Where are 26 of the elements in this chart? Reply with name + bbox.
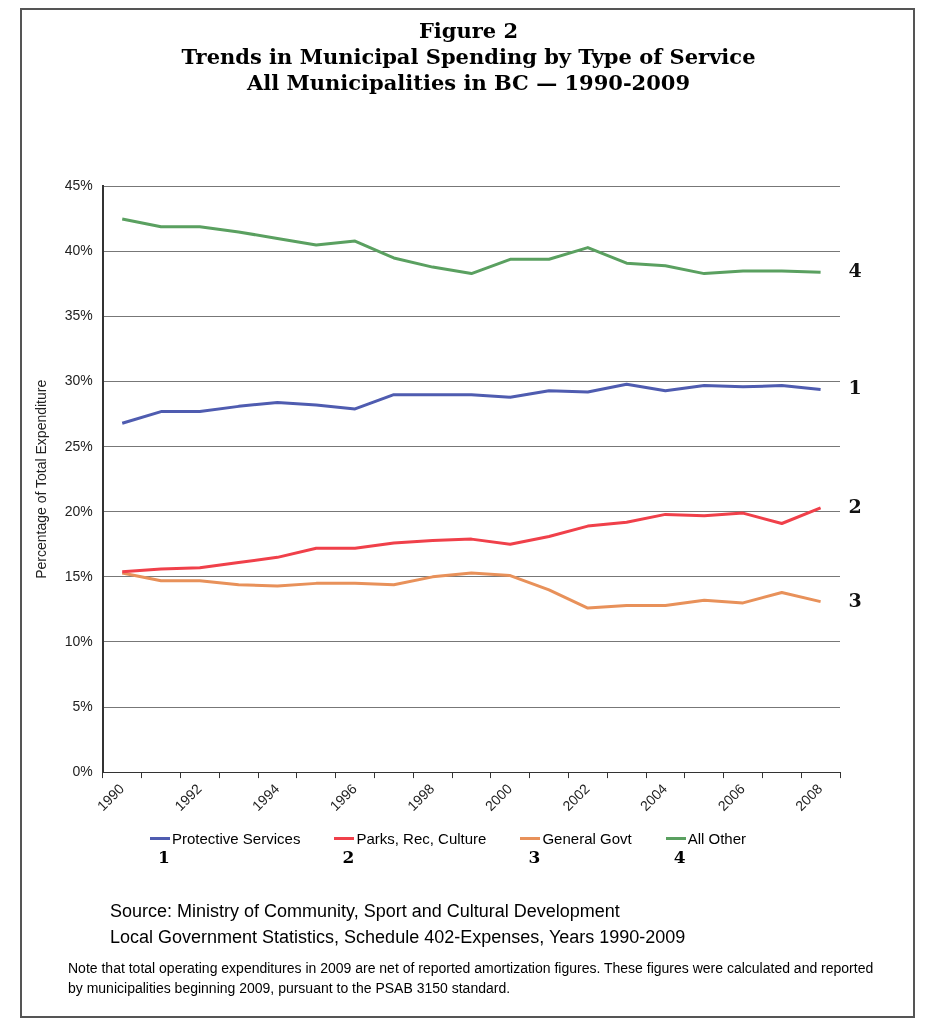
- y-tick-label: 30%: [64, 372, 93, 389]
- y-tick-label: 40%: [64, 242, 93, 259]
- annotation: 2: [848, 494, 862, 517]
- y-axis-title: Percentage of Total Expenditure: [33, 379, 50, 579]
- y-tick-label: 5%: [72, 697, 93, 714]
- y-tick-label: 15%: [64, 567, 93, 584]
- annotation: 3: [848, 588, 862, 611]
- source-note: Source: Ministry of Community, Sport and Cultural Development Local Government Statistics, Schedule 402-Expenses, Years 1990-2009: [110, 900, 686, 949]
- text: Note that total operating expenditures in 2009 are net of reported amortization figures. These figures were calculated and reported by municipalities beginning 2009, pursuant to the PSAB 3150 standard.: [68, 959, 875, 998]
- legend-label: General Govt: [542, 830, 632, 847]
- y-tick-label: 0%: [72, 762, 93, 779]
- text: 3: [528, 847, 541, 867]
- y-tick-label: 25%: [64, 437, 93, 454]
- text: 1: [158, 847, 170, 867]
- legend-label: All Other: [687, 830, 747, 847]
- y-tick-label: 45%: [64, 177, 93, 194]
- text: 2: [342, 847, 355, 867]
- legend-label: Protective Services: [172, 830, 301, 847]
- text: 4: [673, 847, 686, 867]
- chart-title: Figure 2 Trends in Municipal Spending by Type of Service All Municipalities in BC — 1990-2009: [180, 18, 757, 96]
- y-tick-label: 10%: [64, 632, 93, 649]
- y-tick-label: 20%: [64, 502, 93, 519]
- annotation: 4: [848, 259, 862, 282]
- legend-label: Parks, Rec, Culture: [356, 830, 487, 847]
- annotation: 1: [848, 376, 862, 399]
- y-tick-label: 35%: [64, 307, 93, 324]
